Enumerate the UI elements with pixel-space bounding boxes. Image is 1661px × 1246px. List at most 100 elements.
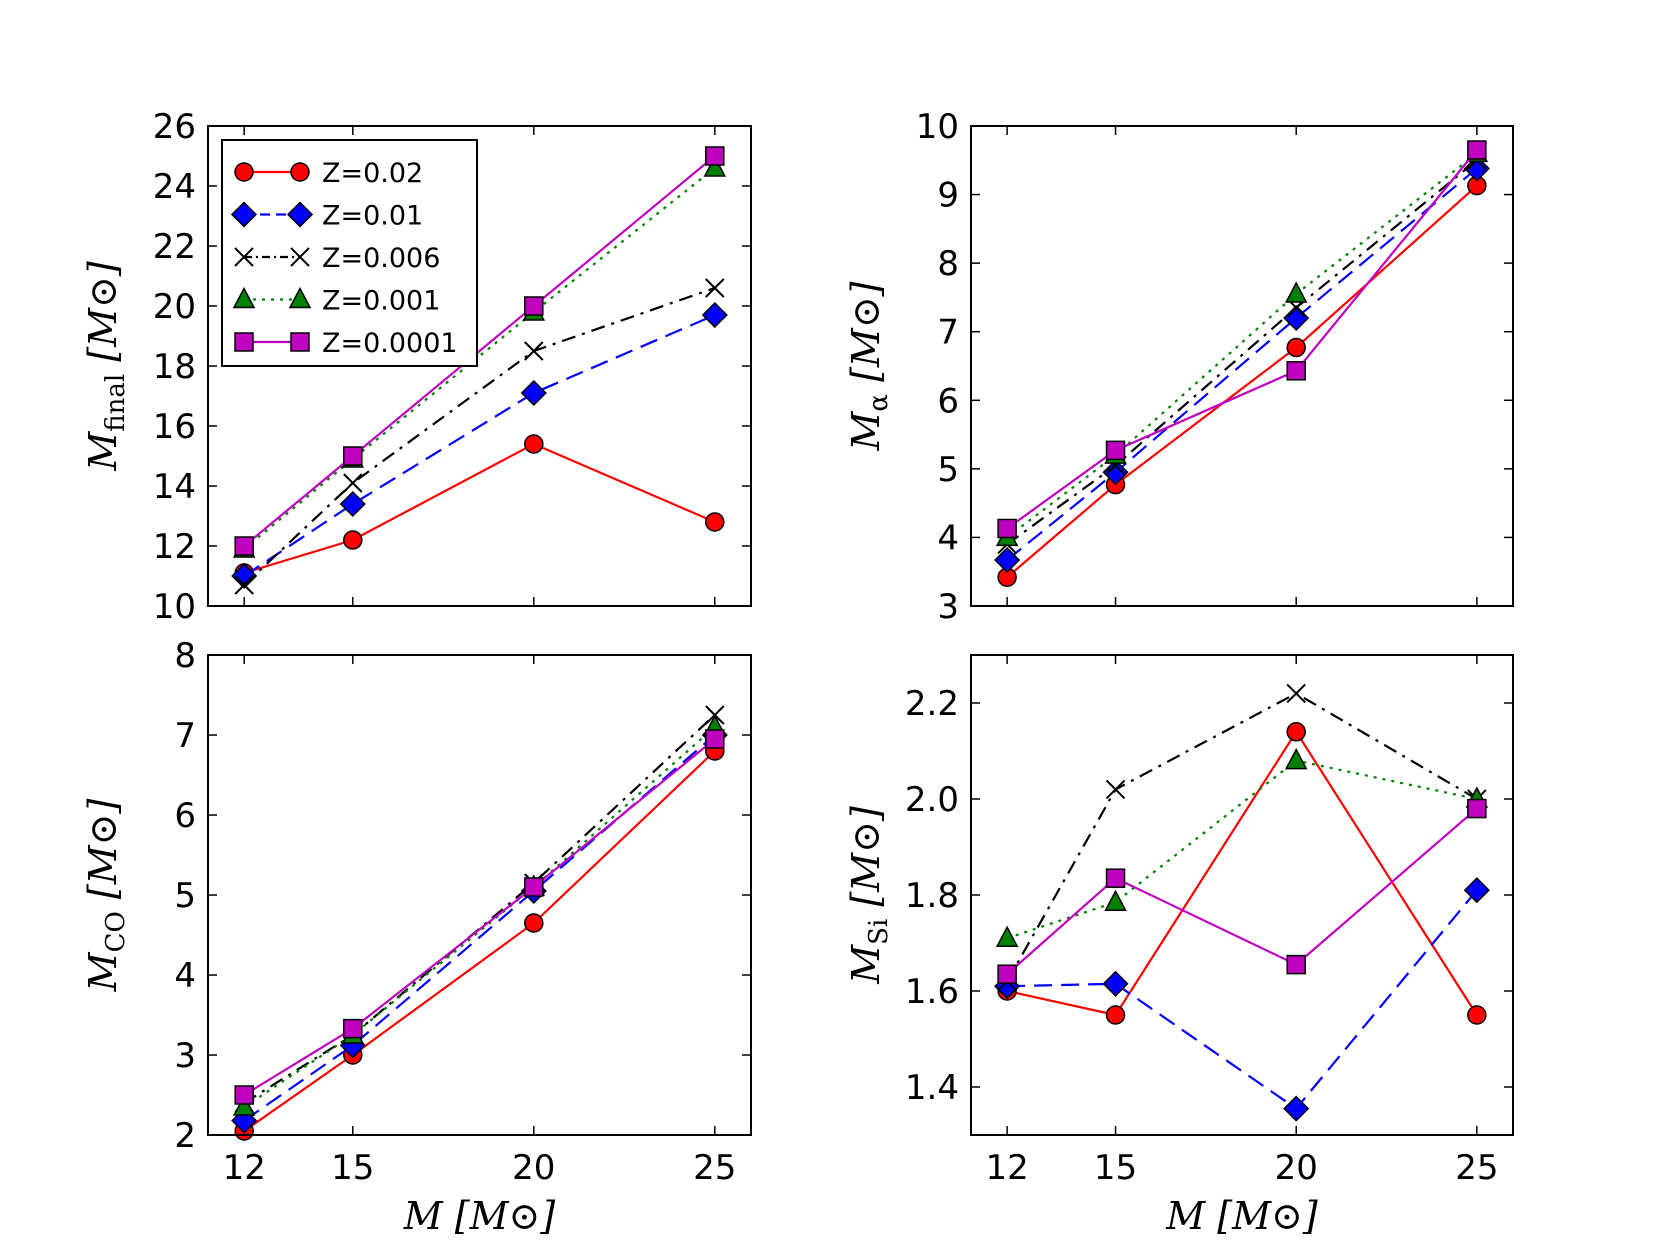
ytick-label: 12 [153, 527, 196, 567]
y-axis-label: Mfinal [M⊙] [81, 261, 131, 471]
data-point [705, 729, 725, 749]
series-line [1006, 807, 1478, 976]
ytick-label: 4 [174, 956, 196, 996]
ytick-label: 9 [937, 176, 959, 216]
data-point [524, 434, 544, 454]
ytick-label: 7 [174, 716, 196, 756]
data-point [234, 1085, 254, 1105]
data-point [1102, 459, 1129, 486]
ytick-label: 5 [937, 450, 959, 490]
series-Z=0.001 [995, 140, 1489, 547]
series-line [243, 726, 716, 1108]
ytick-label: 6 [174, 796, 196, 836]
plot-frame [207, 125, 752, 607]
panel-alpha: 3 4 5 6 7 8 9 10 Mα [M⊙] [844, 107, 1514, 627]
data-point [234, 536, 254, 556]
data-point [1105, 440, 1126, 461]
xtick-label: 12 [223, 1148, 266, 1188]
series-Z=0.02 [234, 741, 725, 1141]
ytick-label: 14 [153, 467, 196, 507]
data-point [339, 490, 366, 518]
xtick-label: 12 [986, 1148, 1029, 1188]
data-point [232, 1094, 256, 1116]
data-point [1102, 970, 1129, 997]
data-point [705, 278, 725, 298]
data-point [1283, 1095, 1310, 1122]
series-line [1006, 692, 1478, 982]
series-line [1006, 149, 1478, 530]
legend-box [221, 139, 478, 367]
legend-marker [290, 332, 310, 352]
series-line [1006, 159, 1478, 546]
legend-label: Z=0.006 [322, 243, 440, 274]
data-point [1286, 337, 1306, 358]
legend-marker [290, 162, 310, 182]
data-point [1105, 1005, 1126, 1025]
data-point [997, 964, 1017, 984]
data-point [1104, 889, 1127, 911]
series-line [1006, 184, 1478, 579]
data-point [524, 877, 544, 897]
ytick-label: 8 [174, 636, 196, 676]
ytick-label: 2.0 [905, 780, 959, 820]
ytick-label: 18 [153, 347, 196, 387]
series-Z=0.006 [234, 278, 725, 595]
series-Z=0.0001 [997, 798, 1487, 984]
series-line [1007, 889, 1478, 1111]
series-line [243, 313, 716, 577]
series-line [243, 734, 716, 1122]
ytick-label: 6 [937, 381, 959, 421]
data-point [1105, 779, 1126, 800]
data-point [234, 575, 254, 595]
xtick-label: 20 [1275, 1148, 1318, 1188]
ytick-label: 1.4 [905, 1068, 959, 1108]
ytick-label: 16 [153, 407, 196, 447]
ytick-label: 3 [937, 587, 959, 627]
data-point [1463, 877, 1490, 904]
data-point [1286, 361, 1306, 381]
legend-marker [286, 201, 314, 228]
legend: Z=0.02 Z=0.01 Z=0.006 Z=0.001 Z=0.0001 [221, 139, 478, 367]
data-point [1467, 1005, 1487, 1025]
data-point [1286, 722, 1306, 742]
data-point [343, 1018, 363, 1039]
data-point [524, 341, 544, 361]
ytick-label: 24 [153, 167, 196, 207]
data-point [343, 473, 363, 493]
data-point [997, 518, 1017, 539]
series-line [243, 155, 716, 547]
series-Z=0.0001 [234, 729, 725, 1105]
data-point [995, 925, 1019, 947]
series-line [243, 286, 716, 586]
series-Z=0.02 [234, 434, 725, 583]
ytick-label: 10 [916, 107, 959, 147]
data-point [701, 301, 728, 329]
xtick-label: 25 [693, 1148, 736, 1188]
data-point [1284, 747, 1308, 770]
legend-label: Z=0.02 [322, 158, 423, 189]
series-Z=0.02 [997, 175, 1487, 587]
data-point [343, 530, 363, 550]
data-point [343, 446, 363, 466]
series-line [243, 750, 716, 1132]
plot-frame [970, 654, 1514, 1136]
legend-marker [234, 247, 254, 267]
legend-marker [234, 162, 254, 182]
data-point [1284, 281, 1308, 303]
ytick-label: 5 [174, 876, 196, 916]
data-point [1467, 140, 1487, 160]
panel-si: 1.4 1.6 1.8 2.0 2.2 12 15 20 25 M [M⊙] MSi [M⊙] [844, 654, 1514, 1238]
series-Z=0.0001 [234, 146, 725, 556]
series-Z=0.0001 [997, 140, 1487, 539]
data-point [1105, 868, 1126, 888]
data-point [1286, 954, 1306, 975]
legend-marker [288, 286, 312, 309]
ytick-label: 4 [937, 518, 959, 558]
series-line [1006, 167, 1478, 561]
ytick-label: 2.2 [905, 684, 959, 724]
ytick-label: 7 [937, 313, 959, 353]
legend-marker [232, 286, 256, 309]
legend-label: Z=0.0001 [322, 328, 458, 359]
y-axis-label: MSi [M⊙] [844, 806, 894, 985]
